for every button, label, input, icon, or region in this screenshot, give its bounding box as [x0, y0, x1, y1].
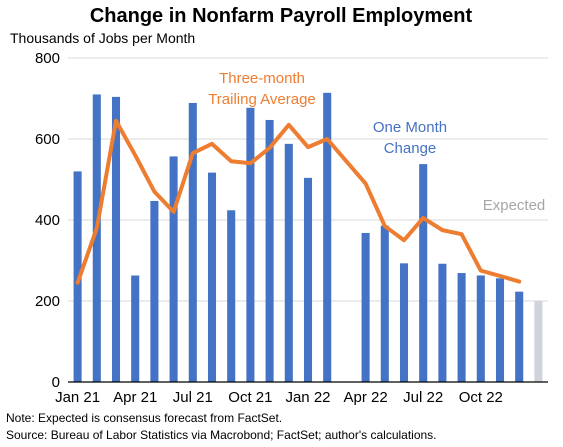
expected-bar	[534, 301, 543, 382]
avg-annotation-line2: Trailing Average	[208, 91, 316, 108]
bar-annotation-line2: Change	[384, 140, 437, 157]
bar	[265, 119, 274, 382]
bar-series	[73, 92, 543, 382]
chart-subtitle: Thousands of Jobs per Month	[10, 30, 195, 46]
average-line	[75, 118, 522, 285]
bar	[73, 171, 82, 382]
x-tick-label: Jan 21	[55, 389, 100, 406]
y-tick-label: 200	[35, 293, 60, 310]
bar	[246, 107, 255, 382]
bar	[169, 156, 178, 382]
bar	[303, 177, 313, 382]
note-text: Note: Expected is consensus forecast fro…	[6, 411, 282, 425]
bar	[284, 143, 293, 382]
x-tick-label: Jul 21	[173, 389, 213, 406]
bar	[227, 210, 236, 382]
x-tick-label: Apr 21	[113, 389, 157, 406]
bar	[419, 164, 428, 382]
bar	[207, 172, 217, 382]
chart-title: Change in Nonfarm Payroll Employment	[90, 5, 473, 27]
y-tick-label: 800	[35, 50, 60, 67]
expected-annotation: Expected	[483, 197, 546, 214]
x-tick-labels: Jan 21 Apr 21 Jul 21 Oct 21 Jan 22 Apr 22 Jul …	[55, 389, 503, 406]
bar	[131, 275, 140, 382]
x-tick-label: Oct 21	[228, 389, 272, 406]
x-tick-label: Jul 22	[403, 389, 443, 406]
x-tick-label: Oct 22	[459, 389, 503, 406]
bar-annotation-line1: One Month	[373, 119, 447, 136]
y-tick-labels: 0 200 400 600 800	[35, 50, 60, 391]
bar	[380, 225, 389, 382]
bar	[438, 263, 447, 382]
bar	[111, 96, 121, 382]
bar	[361, 232, 370, 382]
x-tick-label: Apr 22	[343, 389, 387, 406]
bar	[476, 275, 485, 382]
bar	[150, 200, 159, 382]
bar	[515, 291, 524, 382]
avg-annotation-line1: Three-month	[219, 70, 305, 87]
bar	[495, 278, 505, 382]
x-tick-label: Jan 22	[285, 389, 330, 406]
bar	[323, 92, 332, 382]
y-tick-label: 0	[52, 374, 60, 391]
line-series	[75, 118, 522, 285]
y-tick-label: 600	[35, 131, 60, 148]
bar	[399, 263, 409, 382]
bar	[457, 273, 466, 382]
bar	[92, 94, 101, 382]
bar	[188, 102, 197, 382]
y-tick-label: 400	[35, 212, 60, 229]
source-text: Source: Bureau of Labor Statistics via M…	[6, 428, 437, 442]
